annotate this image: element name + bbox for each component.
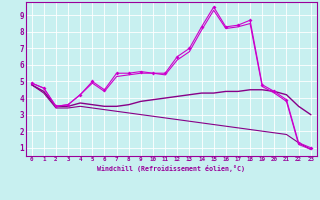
X-axis label: Windchill (Refroidissement éolien,°C): Windchill (Refroidissement éolien,°C)	[97, 165, 245, 172]
